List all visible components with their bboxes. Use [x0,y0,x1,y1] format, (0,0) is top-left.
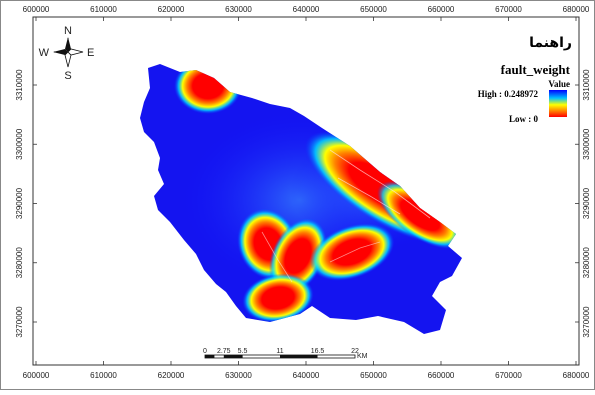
y-tick-label-left: 3280000 [15,247,24,279]
y-tick-label-left: 3310000 [15,69,24,101]
x-tick-label-bottom: 680000 [563,371,590,380]
scale-label: 16.5 [311,348,325,355]
hotspot-northeast-tail [377,181,462,249]
x-tick-label-bottom: 650000 [360,371,387,380]
compass-n-label: N [64,25,72,37]
x-tick-label-bottom: 620000 [158,371,185,380]
y-tick-label-left: 3290000 [15,187,24,219]
x-tick-label-top: 610000 [90,5,117,14]
x-tick-label-bottom: 610000 [90,371,117,380]
y-axis-left: 3310000 3300000 3290000 3280000 3270000 [15,69,37,338]
legend: راهنما fault_weight Value High : 0.24897… [478,35,572,124]
x-tick-label-top: 640000 [293,5,320,14]
x-tick-label-top: 620000 [158,5,185,14]
fault-line-4 [329,241,381,263]
compass-west-point [53,49,68,55]
y-tick-label-left: 3270000 [15,306,24,338]
legend-low-label: Low : 0 [509,114,538,124]
x-tick-label-top: 680000 [563,5,590,14]
y-tick-label-left: 3300000 [15,128,24,160]
y-tick-label-right: 3300000 [582,128,591,160]
compass-s-label: S [64,70,71,82]
x-axis-bottom: 600000 610000 620000 630000 640000 650000 6600… [23,361,590,380]
compass-w-label: W [39,47,50,59]
y-tick-label-right: 3270000 [582,306,591,338]
legend-heading: راهنما [529,35,572,51]
legend-high-label: High : 0.248972 [478,89,539,99]
scale-bar: 0 2.75 5.5 11 16.5 22 KM [203,348,368,360]
legend-color-ramp [549,90,567,117]
scale-label: 2.75 [217,348,231,355]
x-tick-label-top: 670000 [495,5,522,14]
scale-bar-seg-1 [205,355,215,358]
legend-value-label: Value [548,79,570,89]
x-tick-label-bottom: 640000 [293,371,320,380]
x-tick-label-top: 660000 [428,5,455,14]
y-tick-label-right: 3310000 [582,69,591,101]
compass-north-point [65,37,71,52]
x-tick-label-top: 650000 [360,5,387,14]
scale-label: 0 [203,348,207,355]
scale-bar-seg-3 [280,355,318,358]
hotspot-south [242,273,314,323]
scale-bar-seg-2 [223,355,243,358]
compass-e-label: E [87,47,94,59]
fault-weight-raster [140,64,462,334]
x-tick-label-top: 630000 [225,5,252,14]
y-axis-right: 3310000 3300000 3290000 3280000 3270000 [575,69,591,338]
x-tick-label-bottom: 660000 [428,371,455,380]
y-tick-label-right: 3290000 [582,187,591,219]
scale-label: 11 [276,348,283,355]
x-tick-label-bottom: 630000 [225,371,252,380]
x-tick-label-bottom: 670000 [495,371,522,380]
x-tick-label-top: 600000 [23,5,50,14]
scale-label: 5.5 [238,348,248,355]
x-axis-top: 600000 610000 620000 630000 640000 650000 6600… [23,5,590,21]
fault-line-2 [337,177,401,215]
legend-layer-name: fault_weight [501,62,571,77]
scale-label: 22 [351,348,359,355]
fault-line-1 [329,149,431,219]
north-arrow: N S E W [39,25,95,82]
x-tick-label-bottom: 600000 [23,371,50,380]
y-tick-label-right: 3280000 [582,247,591,279]
scale-unit: KM [357,353,368,360]
fault-line-3 [261,231,293,283]
